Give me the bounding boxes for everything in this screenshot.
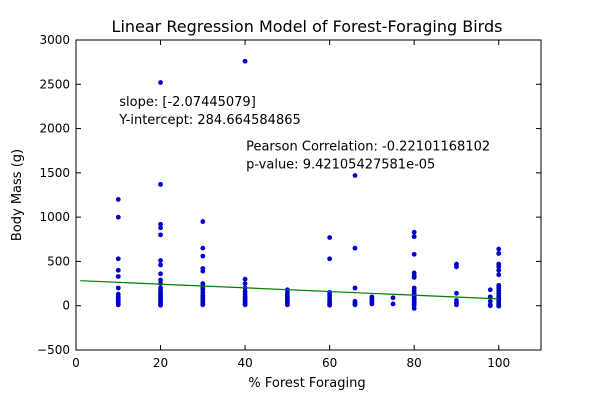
data-point (496, 251, 502, 256)
data-point (200, 302, 206, 308)
y-axis-label: Body Mass (g) (10, 149, 25, 241)
data-point (496, 272, 502, 278)
data-point (352, 173, 358, 178)
x-tick-label: 100 (487, 356, 510, 370)
data-point (158, 258, 163, 263)
data-point (158, 271, 163, 277)
y-tick-label: −500 (37, 343, 70, 357)
y-tick-label: 3000 (39, 33, 70, 47)
data-point (284, 302, 290, 308)
data-point (352, 285, 358, 291)
x-tick-label: 60 (322, 356, 337, 370)
annotation-text: Pearson Correlation: -0.22101168102 (246, 139, 490, 154)
data-point (411, 251, 417, 257)
data-point (454, 290, 459, 296)
y-tick-label: 1000 (39, 210, 70, 224)
data-point (327, 256, 333, 262)
data-point (411, 305, 417, 311)
annotation-text: Y-intercept: 284.664584865 (118, 113, 301, 128)
y-tick-label: 500 (47, 254, 70, 268)
data-point (352, 302, 358, 308)
data-point (158, 232, 163, 238)
data-point (200, 219, 206, 224)
annotation-text: p-value: 9.42105427581e-05 (246, 157, 435, 172)
data-point (327, 302, 333, 308)
data-point (158, 225, 163, 231)
x-axis-ticks: 0 20 40 60 80 100 (72, 40, 510, 370)
x-tick-label: 0 (72, 356, 80, 370)
data-point (200, 268, 206, 274)
data-point (158, 80, 163, 85)
data-point (200, 245, 206, 251)
y-tick-label: 2000 (39, 122, 70, 136)
data-point (496, 246, 502, 252)
y-axis-ticks: −500 0 500 1000 1500 2000 2500 3000 (37, 33, 541, 357)
data-point (411, 274, 417, 280)
data-point (454, 302, 459, 308)
data-point (496, 303, 502, 309)
regression-line (80, 280, 499, 300)
x-tick-label: 80 (407, 356, 422, 370)
plot-frame (75, 39, 542, 351)
x-axis-label: % Forest Foraging (248, 376, 365, 391)
data-point (487, 298, 493, 304)
x-tick-label: 40 (237, 356, 252, 370)
data-point (327, 235, 333, 240)
data-point (242, 58, 248, 64)
data-point (242, 281, 248, 286)
data-point (115, 197, 121, 202)
data-point (115, 285, 121, 291)
data-point (115, 267, 121, 273)
data-point (158, 277, 163, 283)
y-tick-label: 1500 (39, 166, 70, 180)
annotations: slope: [-2.07445079] Y-intercept: 284.664… (118, 95, 490, 172)
data-point (352, 245, 358, 251)
data-point (158, 262, 163, 268)
data-point (242, 302, 248, 308)
data-point (158, 221, 163, 227)
data-point (200, 253, 206, 259)
y-tick-label: 2500 (39, 77, 70, 91)
data-point (496, 267, 502, 273)
data-point (390, 301, 396, 307)
data-point (411, 229, 417, 235)
data-point (115, 302, 121, 308)
x-tick-label: 20 (153, 356, 168, 370)
y-tick-label: 0 (62, 299, 70, 313)
annotation-text: slope: [-2.07445079] (119, 95, 256, 110)
plot-area (80, 58, 502, 311)
data-point (158, 181, 163, 187)
data-point (390, 295, 396, 301)
data-point (487, 287, 493, 293)
data-point (496, 264, 502, 270)
data-point (115, 274, 121, 279)
data-point (242, 276, 248, 282)
data-point (411, 234, 417, 240)
data-point (454, 264, 459, 270)
data-point (158, 302, 163, 308)
chart-title: Linear Regression Model of Forest-Foragi… (112, 17, 503, 36)
data-point (369, 301, 375, 307)
data-point (487, 303, 493, 309)
data-point (115, 214, 121, 220)
data-point (115, 256, 121, 262)
